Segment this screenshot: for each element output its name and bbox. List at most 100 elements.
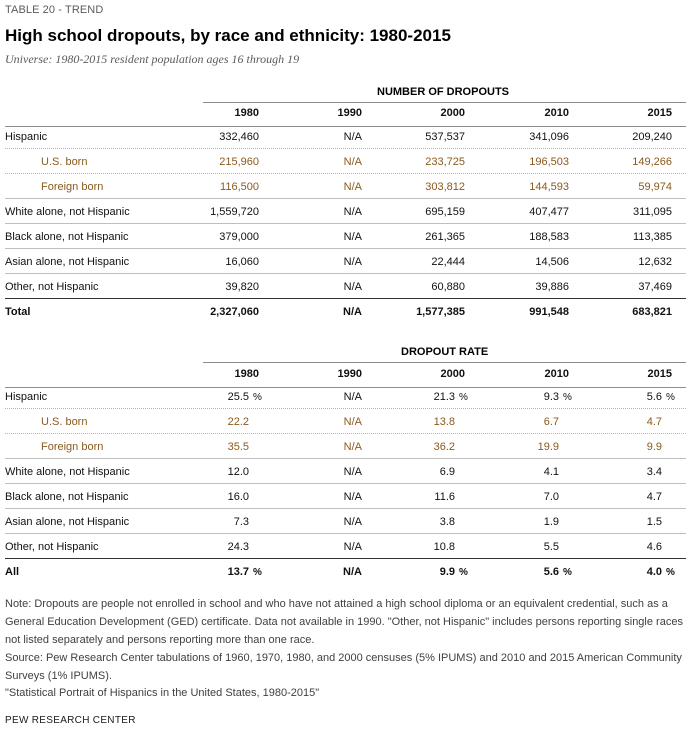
rates-cell: N/A <box>343 441 362 453</box>
dropouts-cell: N/A <box>343 131 362 143</box>
percent-sign: % <box>563 392 572 403</box>
dropouts-cell: 14,506 <box>535 256 569 268</box>
dropouts-cell: 188,583 <box>529 231 569 243</box>
rates-cell: 5.5 <box>543 541 559 553</box>
table-source: Source: Pew Research Center tabulations … <box>5 652 682 682</box>
dropouts-cell: 233,725 <box>425 156 465 168</box>
dropouts-cell: 695,159 <box>425 206 465 218</box>
dropouts-cell: 215,960 <box>219 156 259 168</box>
rates-cell: 13.8 <box>433 416 455 428</box>
rates-cell: 4.6 <box>646 541 662 553</box>
dropouts-cell: 60,880 <box>431 281 465 293</box>
rates-cell: 12.0 <box>227 466 249 478</box>
table-label: TABLE 20 - TREND <box>5 4 104 16</box>
rates-cell: 6.7 <box>543 416 559 428</box>
rates-cell: 7.3 <box>233 516 249 528</box>
dropouts-cell: 341,096 <box>529 131 569 143</box>
percent-sign: % <box>666 392 675 403</box>
year-header-1980: 1980 <box>234 368 259 380</box>
rates-row-label-black-alone-not-hispanic: Black alone, not Hispanic <box>5 491 129 503</box>
rates-cell: 1.9 <box>543 516 559 528</box>
dropouts-section-title: NUMBER OF DROPOUTS <box>377 86 509 98</box>
dropouts-cell: N/A <box>343 181 362 193</box>
rates-cell: 9.9 <box>439 566 455 578</box>
rates-row-divider <box>5 408 686 409</box>
rates-cell: 3.8 <box>439 516 455 528</box>
dropouts-cell: 303,812 <box>425 181 465 193</box>
rates-cell: 16.0 <box>227 491 249 503</box>
percent-sign: % <box>459 567 468 578</box>
rates-cell: 11.6 <box>434 491 455 503</box>
rates-cell: 25.5 <box>227 391 249 403</box>
dropouts-cell: 332,460 <box>219 131 259 143</box>
rates-row-label-other-not-hispanic: Other, not Hispanic <box>5 541 99 553</box>
year-header-1990: 1990 <box>337 368 362 380</box>
rates-cell: 4.0 <box>646 566 662 578</box>
dropouts-cell: 113,385 <box>633 231 672 243</box>
rates-cell: 1.5 <box>646 516 662 528</box>
dropouts-cell: 991,548 <box>529 306 569 318</box>
dropouts-year-rule <box>5 126 686 127</box>
dropouts-cell: N/A <box>343 206 362 218</box>
dropouts-cell: 379,000 <box>219 231 259 243</box>
dropouts-row-label-foreign-born: Foreign born <box>41 181 104 193</box>
dropouts-row-label-u-s-born: U.S. born <box>41 156 88 168</box>
dropouts-cell: N/A <box>343 256 362 268</box>
rates-year-rule <box>5 387 686 388</box>
dropouts-cell: 683,821 <box>632 306 672 318</box>
rates-row-divider <box>5 433 686 434</box>
rates-cell: 13.7 <box>227 566 249 578</box>
dropouts-cell: 116,500 <box>220 181 259 193</box>
dropouts-cell: 196,503 <box>529 156 569 168</box>
percent-sign: % <box>253 567 262 578</box>
dropouts-cell: 37,469 <box>638 281 672 293</box>
page-title: High school dropouts, by race and ethnic… <box>5 26 451 45</box>
rates-row-label-u-s-born: U.S. born <box>41 416 88 428</box>
dropouts-row-label-asian-alone-not-hispanic: Asian alone, not Hispanic <box>5 256 130 268</box>
dropouts-row-label-total: Total <box>5 306 31 318</box>
rates-cell: 6.9 <box>439 466 455 478</box>
year-header-2000: 2000 <box>440 107 465 119</box>
year-header-2010: 2010 <box>544 368 569 380</box>
percent-sign: % <box>666 567 675 578</box>
year-header-1990: 1990 <box>337 107 362 119</box>
dropouts-row-label-hispanic: Hispanic <box>5 131 48 143</box>
table-note: Note: Dropouts are people not enrolled i… <box>5 598 683 646</box>
dropouts-row-divider <box>5 198 686 199</box>
rates-row-label-foreign-born: Foreign born <box>41 441 104 453</box>
dropouts-cell: 144,593 <box>529 181 569 193</box>
rates-cell: 5.6 <box>646 391 662 403</box>
dropouts-row-divider <box>5 223 686 224</box>
rates-row-label-all: All <box>5 566 20 578</box>
year-header-2015: 2015 <box>647 368 672 380</box>
dropouts-cell: N/A <box>343 156 362 168</box>
rates-cell: N/A <box>343 516 362 528</box>
dropouts-cell: 1,577,385 <box>416 306 465 318</box>
universe-subtitle: Universe: 1980-2015 resident population … <box>5 52 300 66</box>
dropouts-cell: 2,327,060 <box>210 306 259 318</box>
dropouts-cell: 149,266 <box>632 156 672 168</box>
rates-cell: 9.9 <box>646 441 662 453</box>
dropouts-row-divider <box>5 273 686 274</box>
rates-cell: N/A <box>343 541 362 553</box>
rates-cell: 19.9 <box>537 441 559 453</box>
year-header-1980: 1980 <box>234 107 259 119</box>
rates-cell: 9.3 <box>543 391 559 403</box>
report-title: "Statistical Portrait of Hispanics in th… <box>5 687 320 699</box>
dropouts-row-divider <box>5 148 686 149</box>
rates-cell: 10.8 <box>433 541 455 553</box>
rates-row-label-hispanic: Hispanic <box>5 391 48 403</box>
rates-cell: 4.7 <box>646 416 662 428</box>
rates-cell: 36.2 <box>433 441 455 453</box>
dropouts-cell: 22,444 <box>431 256 465 268</box>
dropouts-row-label-white-alone-not-hispanic: White alone, not Hispanic <box>5 206 130 218</box>
dropouts-cell: 39,886 <box>535 281 569 293</box>
dropouts-row-label-other-not-hispanic: Other, not Hispanic <box>5 281 99 293</box>
rates-cell: 3.4 <box>646 466 662 478</box>
dropouts-cell: 12,632 <box>638 256 672 268</box>
rates-row-divider <box>5 508 686 509</box>
dropouts-header-rule <box>203 102 686 103</box>
rates-cell: N/A <box>343 566 362 578</box>
rates-header-rule <box>203 362 686 363</box>
